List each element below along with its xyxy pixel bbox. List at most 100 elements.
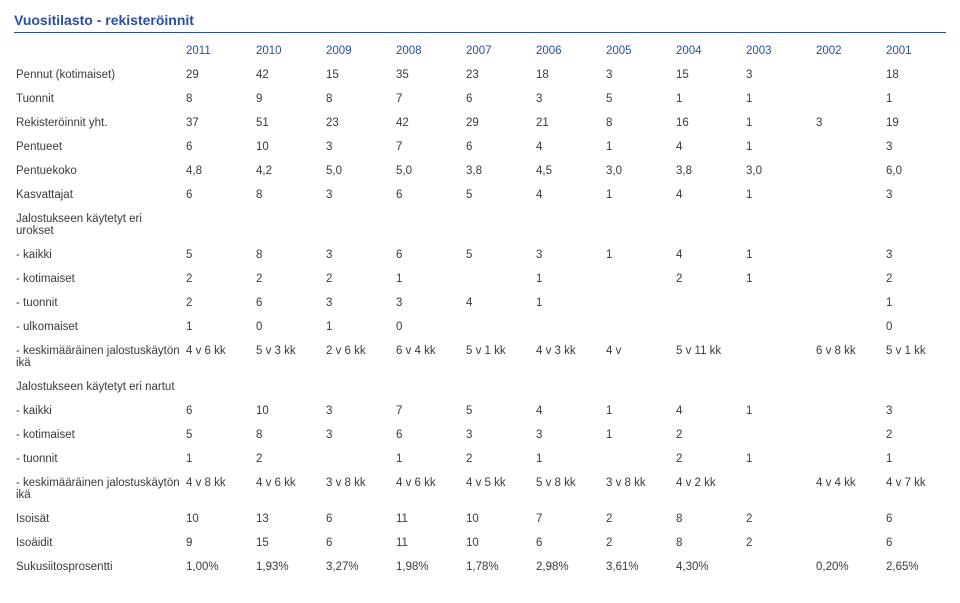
cell: 1 [394, 267, 464, 291]
cell: 4,5 [534, 159, 604, 183]
cell: 4 v 4 kk [814, 471, 884, 507]
page-title: Vuositilasto - rekisteröinnit [14, 12, 946, 33]
cell: 2 [674, 447, 744, 471]
cell: 4 v 2 kk [674, 471, 744, 507]
cell: 10 [254, 399, 324, 423]
cell: 2 [744, 531, 814, 555]
cell: 8 [184, 87, 254, 111]
cell: 6 v 8 kk [814, 339, 884, 375]
year-header: 2006 [534, 39, 604, 63]
cell: 8 [254, 183, 324, 207]
cell: 1 [744, 399, 814, 423]
cell: 23 [464, 63, 534, 87]
cell [324, 447, 394, 471]
table-row: Pentuekoko4,84,25,05,03,84,53,03,83,06,0 [14, 159, 954, 183]
cell: 5,0 [324, 159, 394, 183]
cell: 4 [534, 183, 604, 207]
table-row: Isoisät10136111072826 [14, 507, 954, 531]
cell: 5 [464, 183, 534, 207]
cell: 6 [464, 87, 534, 111]
table-row: - keskimääräinen jalostuskäytön ikä4 v 6… [14, 339, 954, 375]
header-row: 2011201020092008200720062005200420032002… [14, 39, 954, 63]
table-row: Jalostukseen käytetyt eri nartut [14, 375, 954, 399]
cell: 2,98% [534, 555, 604, 579]
table-row: Rekisteröinnit yht.3751234229218161319 [14, 111, 954, 135]
cell: 3 [884, 399, 954, 423]
cell: 6 [324, 531, 394, 555]
cell: 42 [254, 63, 324, 87]
cell: 3 v 8 kk [604, 471, 674, 507]
cell: 6 [884, 507, 954, 531]
cell: 4,2 [254, 159, 324, 183]
cell: 1,00% [184, 555, 254, 579]
cell [184, 207, 254, 243]
cell [534, 207, 604, 243]
cell [814, 375, 884, 399]
row-label: - kotimaiset [14, 423, 184, 447]
row-label: - tuonnit [14, 291, 184, 315]
cell [184, 375, 254, 399]
cell: 3 [464, 423, 534, 447]
year-header: 2001 [884, 39, 954, 63]
table-row: Jalostukseen käytetyt eri urokset [14, 207, 954, 243]
cell: 21 [534, 111, 604, 135]
table-row: Pentueet61037641413 [14, 135, 954, 159]
row-label: - kaikki [14, 399, 184, 423]
cell: 1,78% [464, 555, 534, 579]
cell: 1 [324, 315, 394, 339]
cell: 6 [184, 135, 254, 159]
cell [744, 291, 814, 315]
header-empty [14, 39, 184, 63]
cell: 4,8 [184, 159, 254, 183]
cell: 4 v 6 kk [184, 339, 254, 375]
cell: 2 [254, 267, 324, 291]
cell: 1 [604, 183, 674, 207]
cell: 4 [674, 135, 744, 159]
row-label: Rekisteröinnit yht. [14, 111, 184, 135]
cell [674, 291, 744, 315]
cell: 13 [254, 507, 324, 531]
cell [884, 207, 954, 243]
cell [744, 555, 814, 579]
cell: 3 [884, 183, 954, 207]
cell [814, 531, 884, 555]
cell: 1 [674, 87, 744, 111]
cell: 3 [324, 399, 394, 423]
row-label: Sukusiitosprosentti [14, 555, 184, 579]
cell [394, 207, 464, 243]
cell [814, 507, 884, 531]
cell: 3 [884, 243, 954, 267]
row-label: - tuonnit [14, 447, 184, 471]
cell: 1 [534, 291, 604, 315]
cell: 16 [674, 111, 744, 135]
cell: 0 [394, 315, 464, 339]
cell: 1 [184, 447, 254, 471]
table-row: Tuonnit8987635111 [14, 87, 954, 111]
table-row: - tuonnit2633411 [14, 291, 954, 315]
cell: 4 [674, 183, 744, 207]
cell: 2 [674, 267, 744, 291]
cell: 6 [254, 291, 324, 315]
row-label: - kotimaiset [14, 267, 184, 291]
cell: 2 [674, 423, 744, 447]
cell: 4 v 6 kk [254, 471, 324, 507]
cell [674, 315, 744, 339]
cell: 4 [534, 399, 604, 423]
year-header: 2010 [254, 39, 324, 63]
row-label: Jalostukseen käytetyt eri urokset [14, 207, 184, 243]
cell [534, 375, 604, 399]
cell: 1 [884, 87, 954, 111]
year-header: 2011 [184, 39, 254, 63]
cell: 1 [604, 399, 674, 423]
row-label: Pentueet [14, 135, 184, 159]
table-row: Sukusiitosprosentti1,00%1,93%3,27%1,98%1… [14, 555, 954, 579]
cell [674, 375, 744, 399]
cell: 8 [604, 111, 674, 135]
cell: 2 [184, 267, 254, 291]
cell: 3,27% [324, 555, 394, 579]
row-label: Kasvattajat [14, 183, 184, 207]
cell: 5 v 1 kk [884, 339, 954, 375]
cell: 18 [884, 63, 954, 87]
cell: 1 [744, 447, 814, 471]
cell: 6,0 [884, 159, 954, 183]
